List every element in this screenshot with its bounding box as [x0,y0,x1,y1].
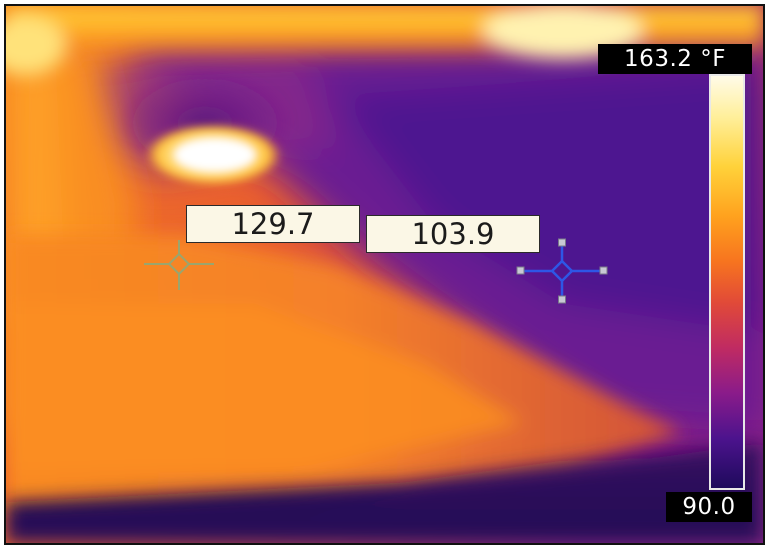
spot-temperature-readout: 129.7 [186,205,360,243]
scale-min-label: 90.0 [666,492,752,522]
thermal-image-frame: 129.7 103.9 163.2 °F 90.0 [4,4,765,545]
warm-spot-crosshair-icon[interactable] [142,238,216,292]
cool-spot-crosshair-icon[interactable] [514,238,610,304]
thermal-image [6,6,763,543]
temperature-color-scale [709,74,745,490]
spot-temperature-readout: 103.9 [366,215,540,253]
scale-max-label: 163.2 °F [598,44,752,74]
